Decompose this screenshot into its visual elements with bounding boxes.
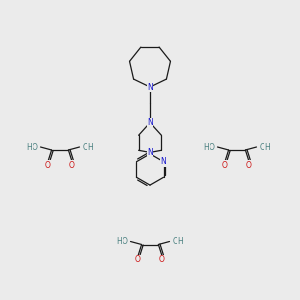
Text: O: O (172, 237, 178, 246)
Text: O: O (69, 161, 75, 170)
Text: H: H (117, 237, 122, 246)
Text: H: H (27, 142, 32, 152)
Text: H: H (178, 237, 183, 246)
Text: H: H (204, 142, 209, 152)
Text: O: O (82, 142, 88, 152)
Text: O: O (208, 142, 214, 152)
Text: N: N (160, 157, 166, 166)
Text: O: O (246, 161, 252, 170)
Text: O: O (32, 142, 38, 152)
Text: N: N (147, 118, 153, 127)
Text: H: H (265, 142, 270, 152)
Text: N: N (147, 82, 153, 91)
Text: N: N (147, 148, 153, 157)
Text: N: N (147, 118, 153, 127)
Text: H: H (88, 142, 93, 152)
Text: O: O (222, 161, 228, 170)
Text: O: O (260, 142, 266, 152)
Text: O: O (135, 255, 141, 264)
Text: O: O (122, 237, 128, 246)
Text: O: O (45, 161, 51, 170)
Text: O: O (159, 255, 165, 264)
